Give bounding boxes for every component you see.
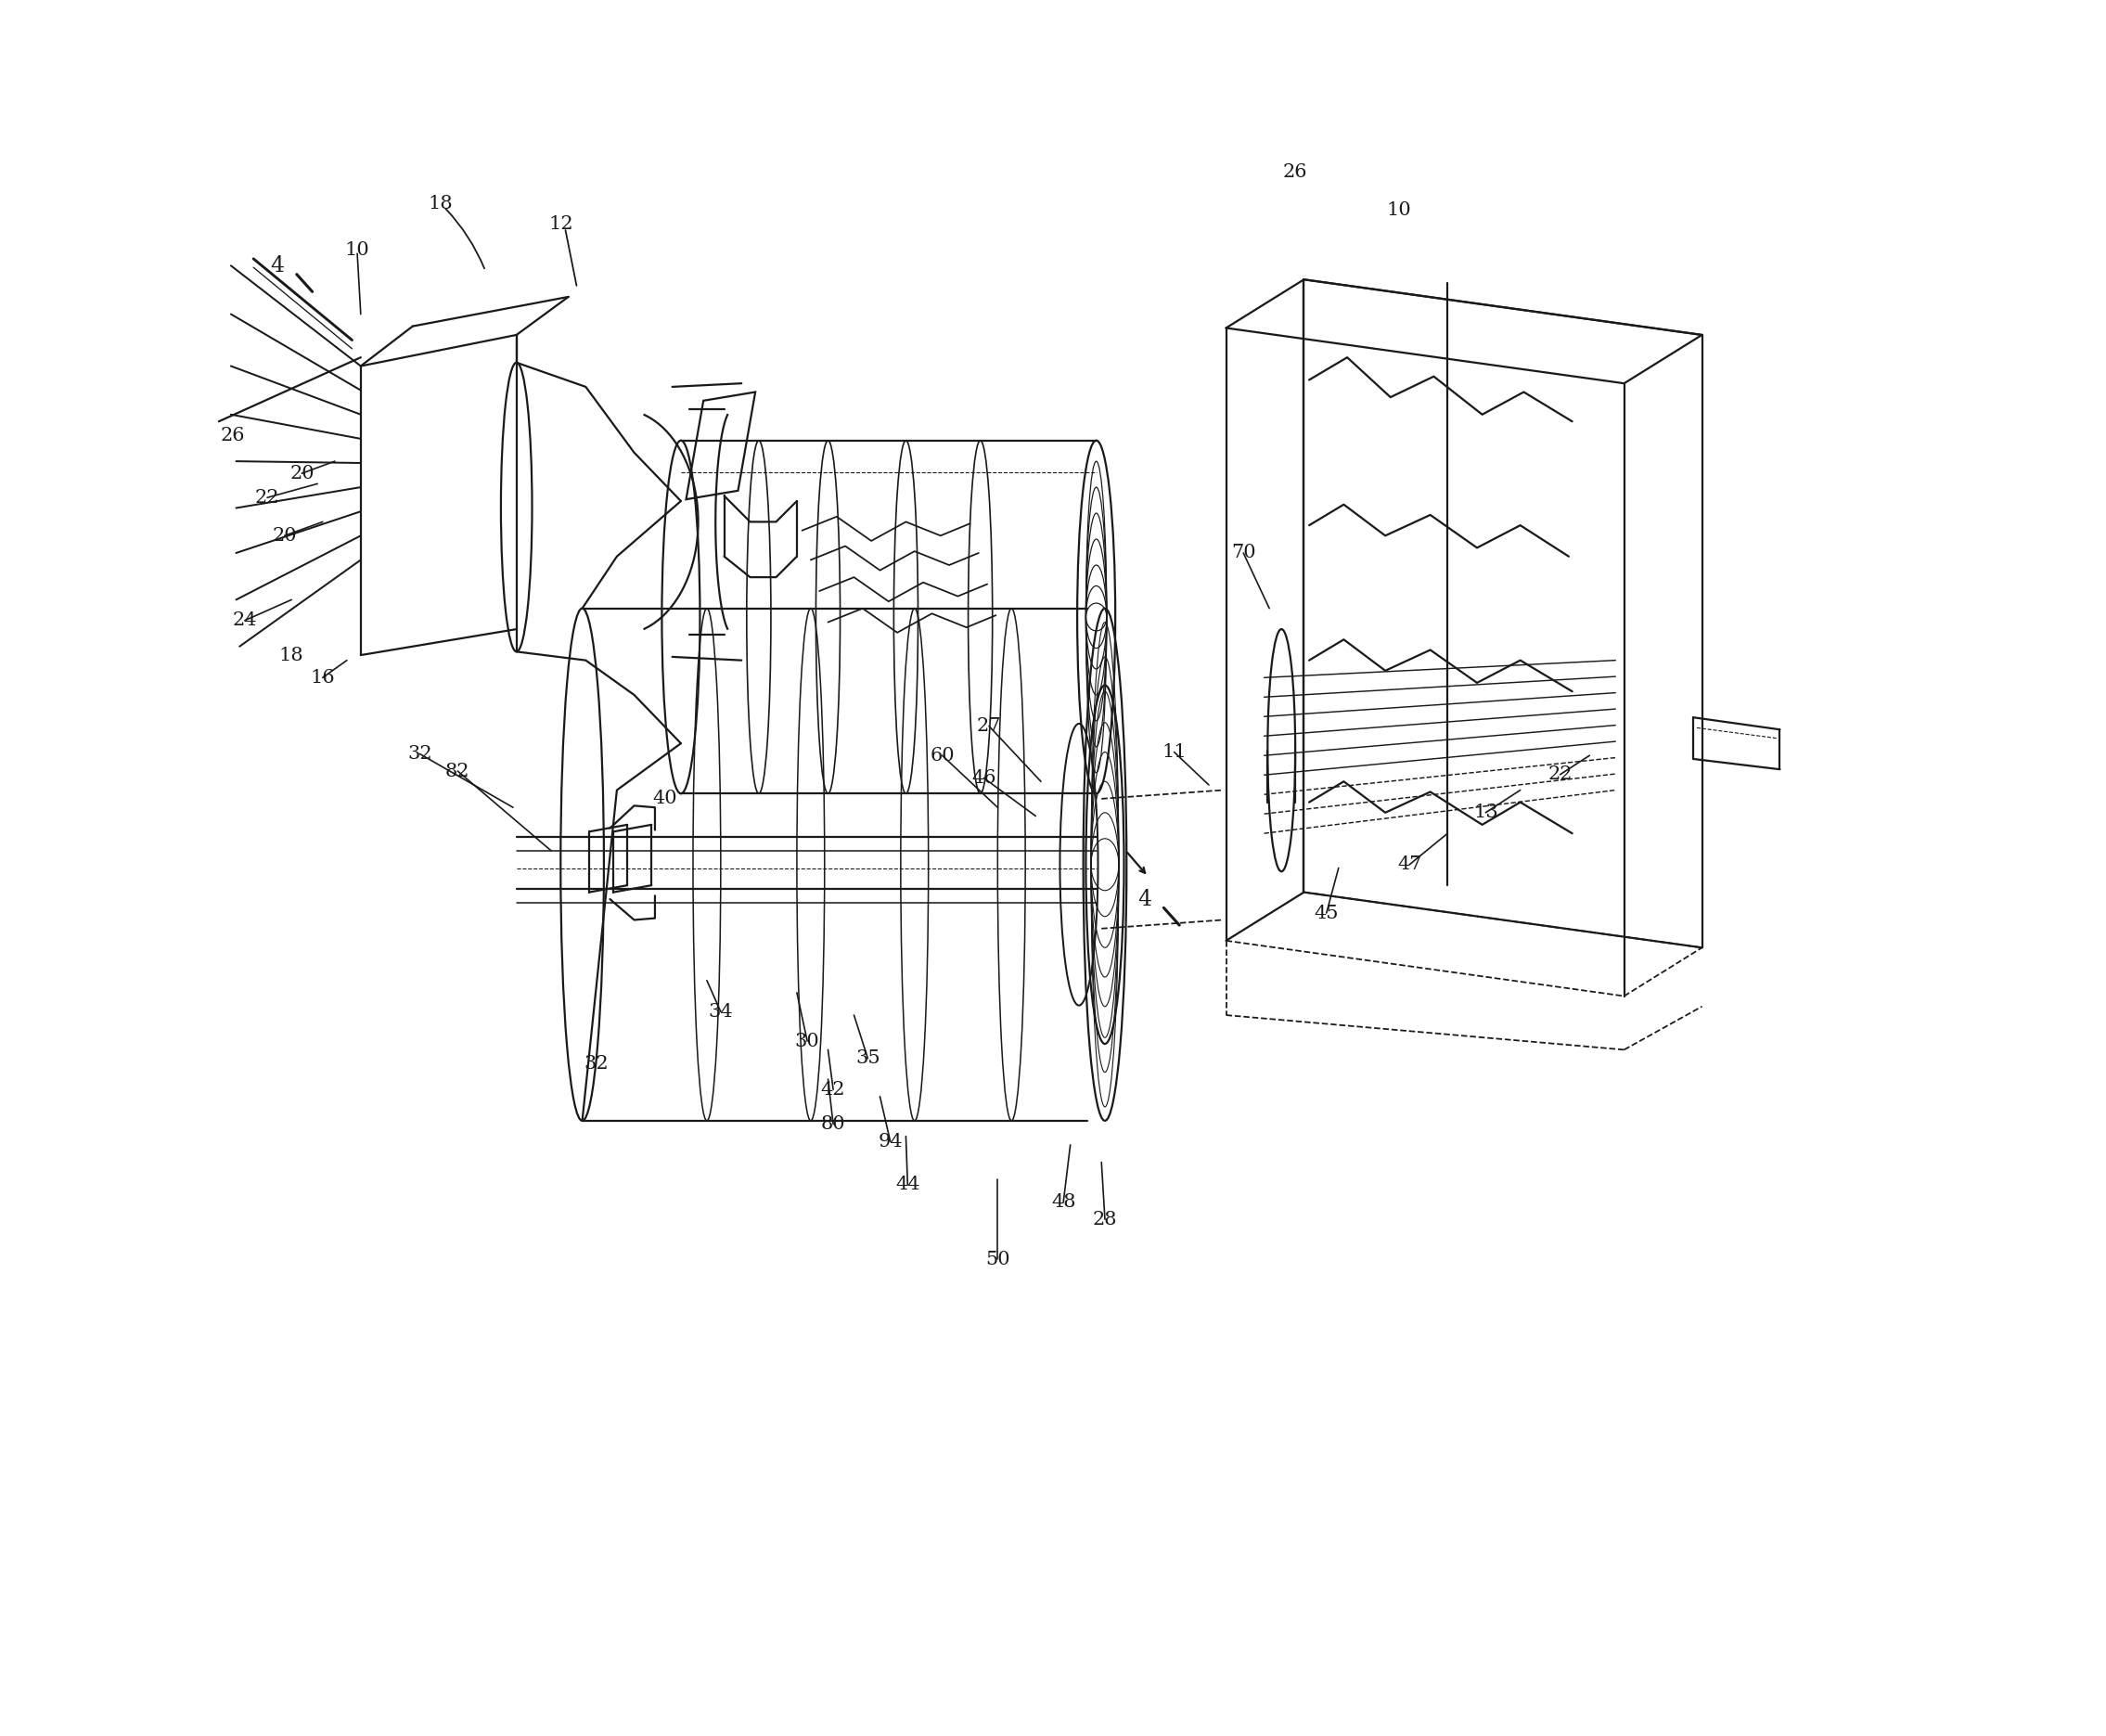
Text: 80: 80 (821, 1115, 845, 1134)
Text: 18: 18 (428, 194, 453, 212)
Text: 82: 82 (444, 762, 470, 779)
Text: 16: 16 (310, 668, 335, 686)
Text: 10: 10 (345, 241, 371, 259)
Text: 40: 40 (653, 790, 678, 807)
Text: 34: 34 (708, 1003, 733, 1021)
Text: 11: 11 (1163, 743, 1186, 760)
Text: 12: 12 (550, 215, 573, 233)
Text: 94: 94 (878, 1132, 903, 1151)
Text: 30: 30 (794, 1033, 819, 1050)
Text: 13: 13 (1474, 804, 1497, 821)
Text: 10: 10 (1386, 201, 1411, 219)
Text: 26: 26 (1283, 163, 1308, 181)
Text: 60: 60 (931, 746, 954, 764)
Text: 20: 20 (272, 526, 297, 545)
Text: 70: 70 (1232, 543, 1255, 562)
Text: 44: 44 (895, 1175, 920, 1194)
Text: 24: 24 (232, 611, 257, 630)
Text: 22: 22 (1548, 766, 1573, 783)
Text: 22: 22 (255, 490, 280, 507)
Text: 48: 48 (1051, 1193, 1076, 1212)
Text: 27: 27 (977, 717, 1000, 734)
Text: 32: 32 (583, 1055, 609, 1073)
Text: 4: 4 (272, 255, 284, 276)
Text: 46: 46 (971, 769, 996, 786)
Text: 26: 26 (221, 427, 244, 444)
Text: 20: 20 (289, 465, 314, 483)
Text: 42: 42 (821, 1082, 845, 1099)
Text: 45: 45 (1314, 904, 1339, 922)
Text: 4: 4 (1137, 889, 1152, 910)
Text: 50: 50 (986, 1250, 1011, 1267)
Text: 47: 47 (1396, 856, 1422, 873)
Text: 35: 35 (855, 1050, 880, 1068)
Text: 18: 18 (280, 646, 303, 663)
Text: 28: 28 (1093, 1210, 1116, 1227)
Text: 32: 32 (406, 745, 432, 762)
